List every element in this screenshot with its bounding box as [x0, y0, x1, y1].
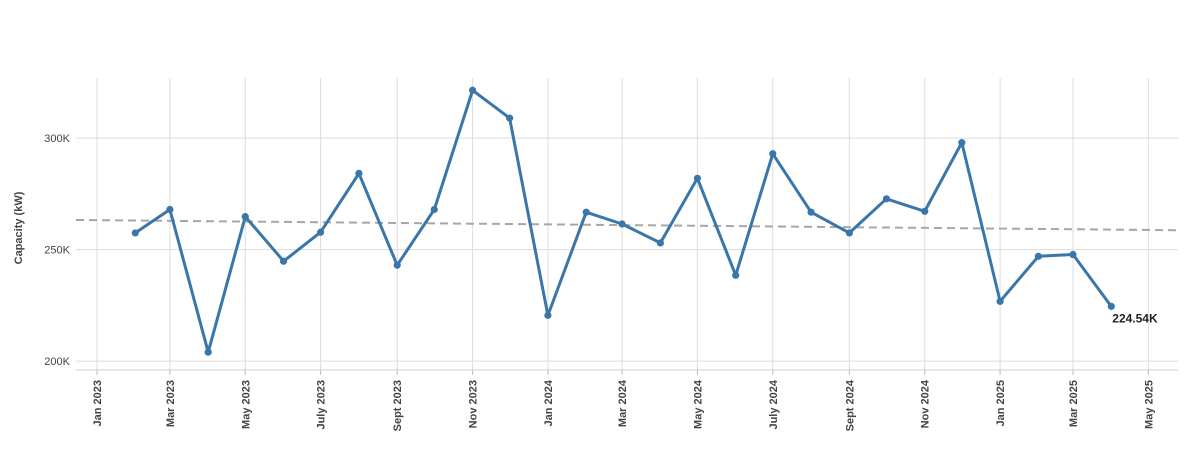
data-point	[656, 239, 664, 247]
x-tick-label: Nov 2024	[920, 379, 932, 428]
y-axis-tick-labels: 200K 250K 300K	[44, 133, 70, 368]
data-point	[807, 208, 815, 216]
x-tick-label: Mar 2024	[617, 379, 629, 427]
plot-area	[76, 78, 1178, 370]
x-tick-label: Mar 2023	[165, 380, 177, 427]
y-axis-title: Capacity (kW)	[13, 191, 25, 264]
x-tick-label: Jan 2023	[92, 380, 104, 426]
y-tick-label: 250K	[44, 245, 70, 257]
data-point	[845, 229, 853, 237]
data-point	[769, 150, 777, 158]
y-tick-label: 200K	[44, 356, 70, 368]
last-point-label: 224.54K	[1112, 311, 1158, 325]
data-point	[996, 297, 1004, 305]
data-point	[204, 348, 212, 356]
data-point	[958, 139, 966, 147]
data-point	[1069, 250, 1077, 259]
data-point	[618, 220, 626, 228]
data-point	[355, 169, 363, 178]
x-tick-label: Jan 2024	[543, 379, 555, 426]
y-tick-label: 300K	[44, 133, 70, 145]
data-point	[1034, 252, 1042, 260]
data-point	[166, 205, 174, 214]
data-point	[732, 271, 740, 279]
data-point	[131, 229, 139, 237]
data-point	[582, 208, 590, 216]
data-point	[544, 311, 552, 319]
x-axis-tick-labels: Jan 2023 Mar 2023 May 2023 July 2023 Sept 20…	[92, 379, 1155, 431]
data-point	[241, 213, 249, 221]
x-tick-label: Nov 2023	[468, 380, 480, 428]
x-tick-label: July 2023	[316, 380, 328, 430]
x-tick-label: Jan 2025	[995, 380, 1007, 426]
x-tick-label: Sept 2024	[844, 379, 856, 431]
data-point	[693, 174, 702, 182]
data-point	[506, 114, 514, 122]
x-tick-label: May 2025	[1143, 380, 1155, 429]
x-tick-label: May 2024	[692, 379, 704, 429]
data-point	[921, 207, 929, 215]
data-point	[468, 86, 477, 94]
data-point	[1107, 302, 1115, 310]
x-tick-label: July 2024	[768, 379, 780, 429]
data-point	[882, 195, 891, 203]
data-point	[317, 228, 325, 236]
y-gridlines	[76, 137, 1178, 362]
data-point	[430, 205, 438, 214]
x-tick-label: May 2023	[240, 380, 252, 429]
data-point	[279, 257, 288, 265]
x-tick-label: Mar 2025	[1068, 380, 1080, 427]
data-point	[393, 261, 401, 269]
x-tick-label: Sept 2023	[392, 380, 404, 431]
capacity-series-points	[131, 86, 1115, 356]
